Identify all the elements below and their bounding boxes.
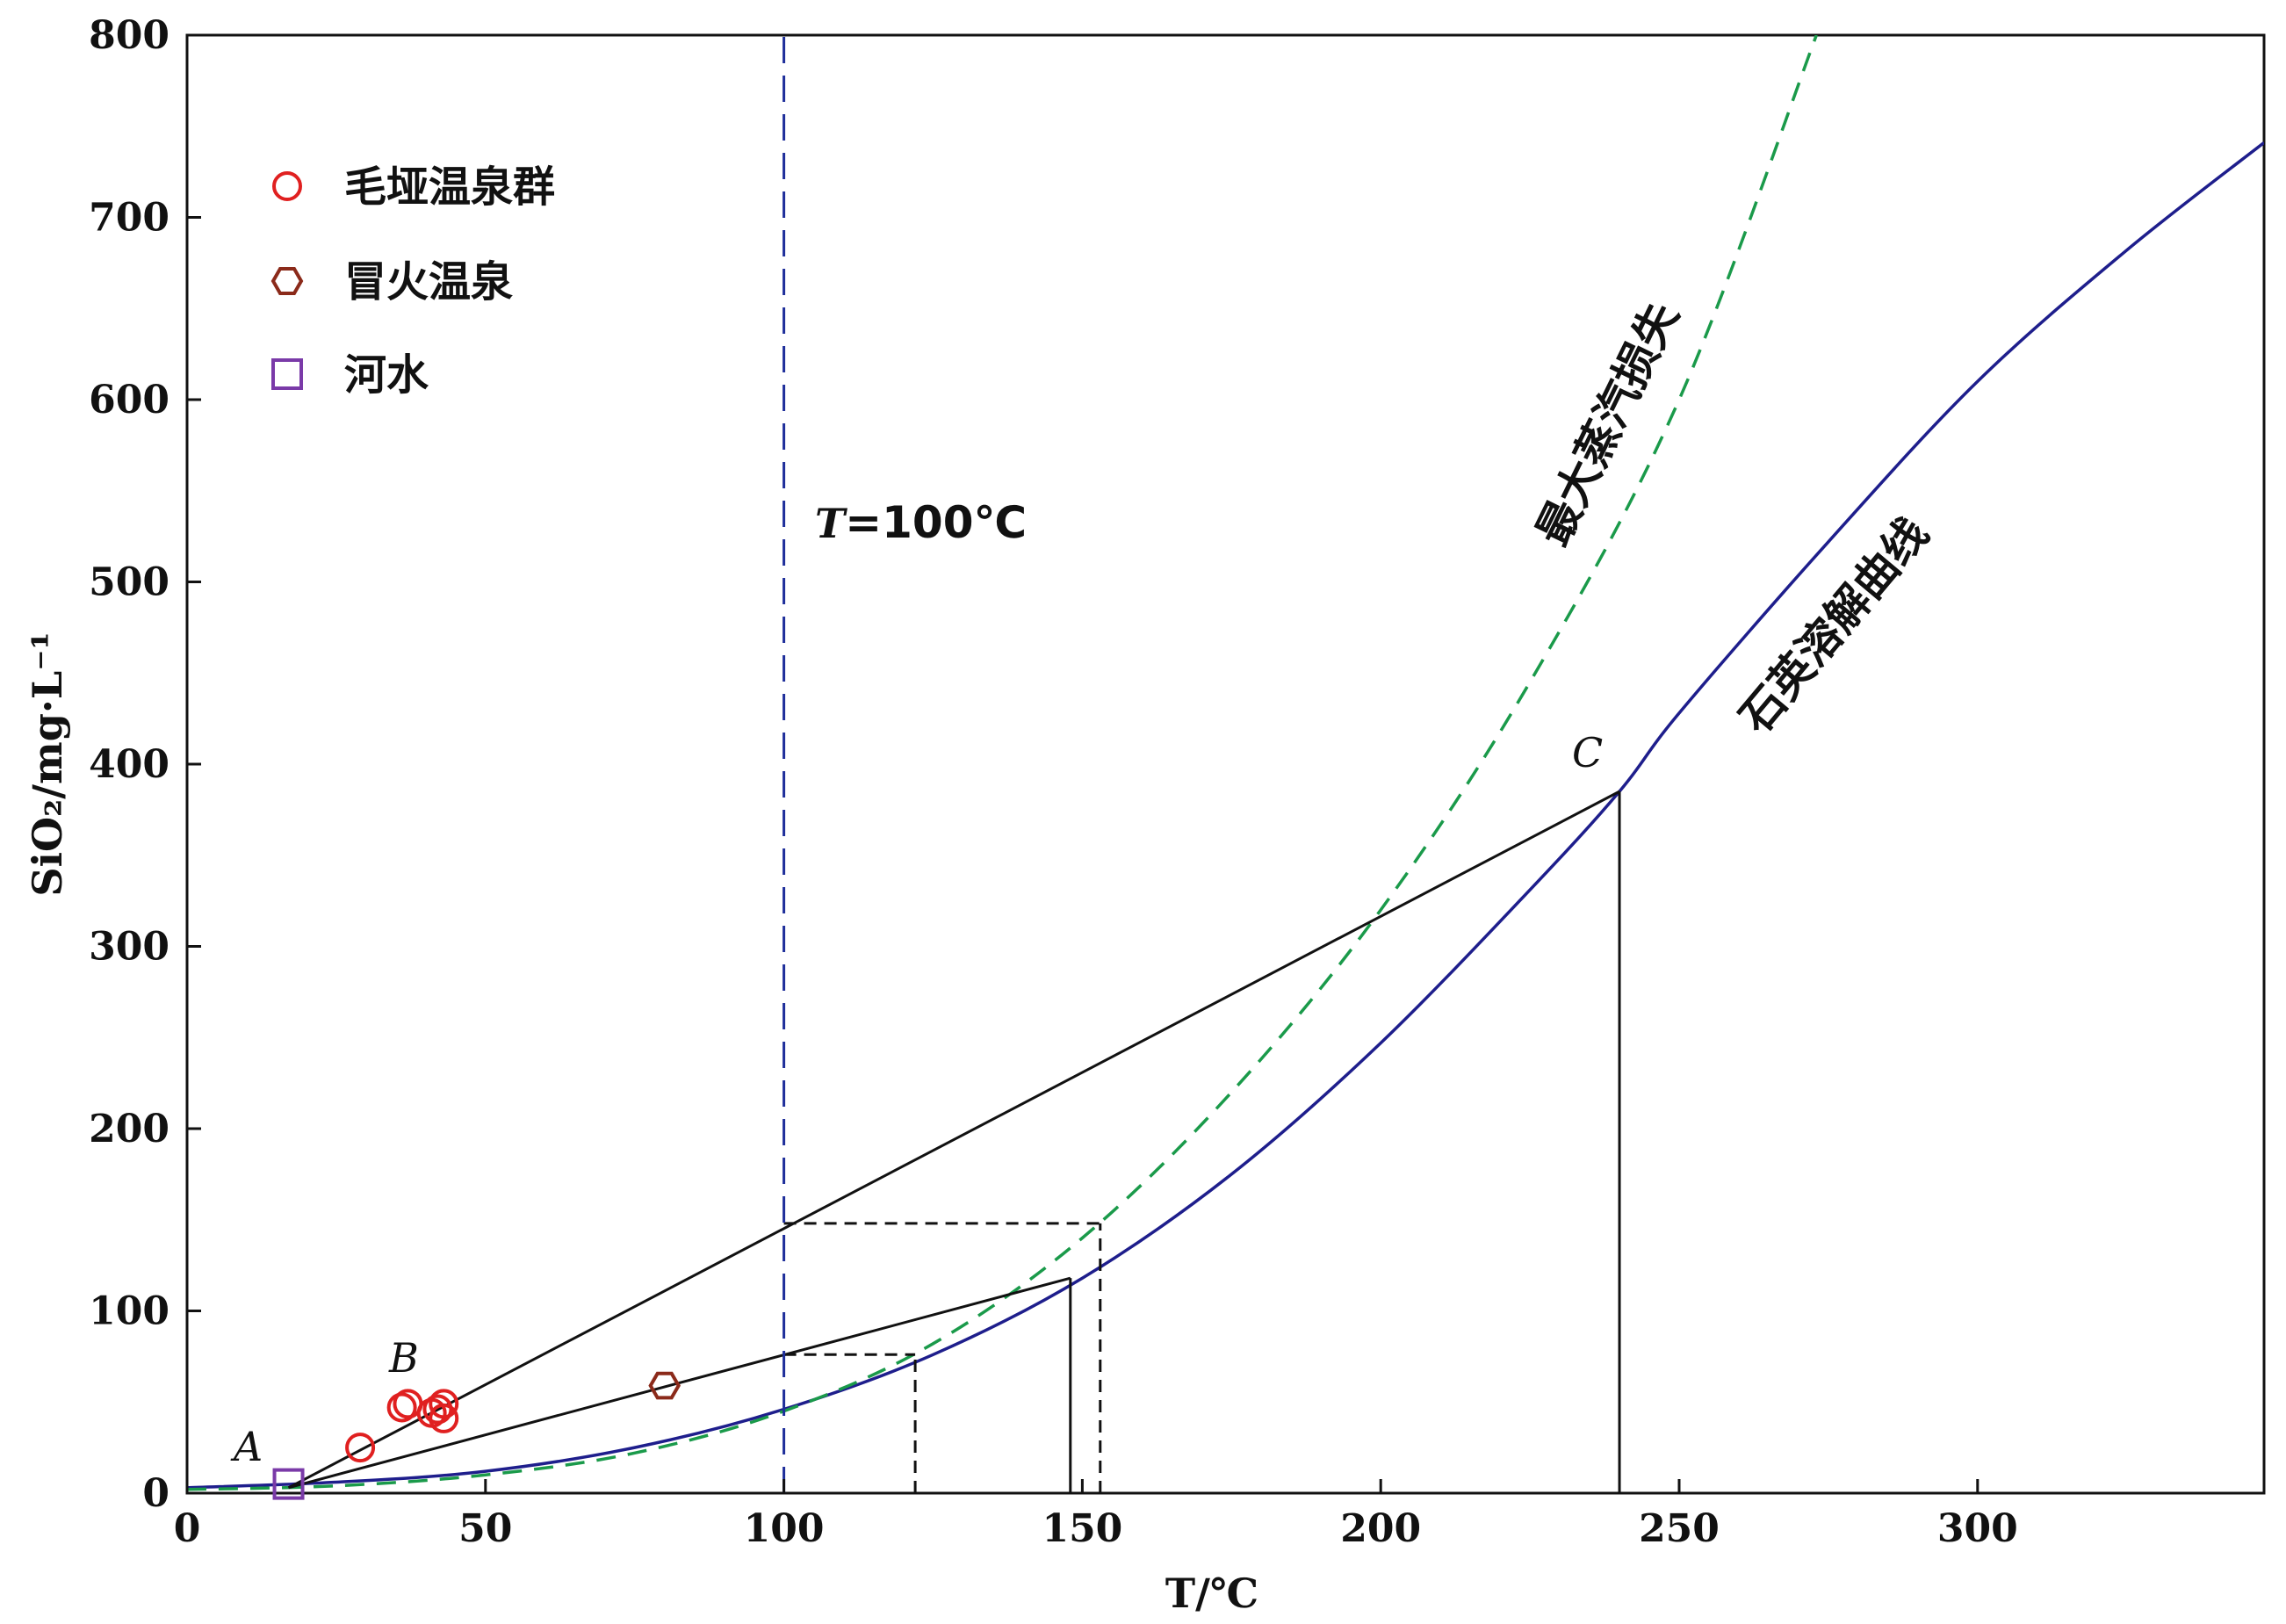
guide-line-0 — [287, 790, 1620, 1490]
square-point-0 — [272, 1468, 305, 1500]
t100-label: T=100℃ — [815, 497, 1027, 548]
y-tick-label-1: 100 — [89, 1289, 169, 1334]
x-tick-label-3: 150 — [1042, 1506, 1122, 1551]
point-c-label: C — [1572, 729, 1603, 776]
y-tick-label-0: 0 — [142, 1471, 169, 1516]
legend-item-circle: 毛垭温泉群 — [272, 162, 555, 212]
legend-item-hexagon: 冒火温泉 — [270, 257, 513, 307]
y-axis-title: SiO₂/mg·L⁻¹ — [24, 632, 71, 896]
y-tick-label-8: 800 — [89, 13, 169, 58]
y-tick-label-4: 400 — [89, 742, 169, 787]
circle-point-1 — [386, 1392, 417, 1423]
y-tick-label-2: 200 — [89, 1107, 169, 1151]
quartz-curve-label: 石英溶解曲线 — [1730, 509, 1938, 743]
legend-label-hexagon: 冒火温泉 — [344, 257, 513, 307]
x-tick-label-4: 200 — [1340, 1506, 1421, 1551]
y-tick-label-5: 500 — [89, 560, 169, 605]
data-points-layer — [272, 1371, 681, 1500]
circle-point-0 — [345, 1433, 376, 1463]
legend-square-marker — [271, 358, 303, 390]
circle-point-6 — [429, 1389, 459, 1419]
plot-area-frame — [185, 33, 2266, 1495]
legend: 毛垭温泉群 冒火温泉 河水 — [270, 162, 555, 400]
legend-label-circle: 毛垭温泉群 — [344, 162, 555, 212]
curves-layer — [187, 35, 2264, 1491]
y-tick-label-6: 600 — [89, 378, 169, 422]
legend-label-square: 河水 — [344, 350, 429, 400]
steam-loss-label: 最大蒸汽损失 — [1527, 293, 1689, 553]
x-tick-label-0: 0 — [174, 1506, 201, 1551]
guide-lines-layer — [287, 35, 1621, 1493]
x-tick-label-5: 250 — [1639, 1506, 1720, 1551]
legend-circle-marker — [272, 171, 302, 201]
x-tick-label-6: 300 — [1937, 1506, 2018, 1551]
x-tick-label-1: 50 — [458, 1506, 512, 1551]
hexagon-point-0 — [648, 1371, 681, 1400]
axis-ticks-layer: 0 50 100 150 200 250 300 0 100 200 300 400 500 600 700… — [89, 13, 2018, 1551]
t100-label-italic: T — [815, 500, 848, 547]
t100-label-rest: =100℃ — [845, 497, 1027, 548]
point-b-label: B — [388, 1334, 419, 1382]
legend-hexagon-marker — [270, 267, 304, 295]
quartz-solubility-curve — [187, 141, 2264, 1490]
guide-line-1 — [288, 1276, 1071, 1490]
max-steam-loss-curve — [187, 35, 1818, 1491]
legend-item-square: 河水 — [271, 350, 429, 400]
circle-point-5 — [429, 1403, 459, 1433]
y-tick-label-7: 700 — [89, 196, 169, 241]
x-axis-title: T/℃ — [1165, 1570, 1258, 1617]
point-a-label: A — [230, 1423, 263, 1470]
y-tick-label-3: 300 — [89, 925, 169, 970]
x-tick-label-2: 100 — [744, 1506, 825, 1551]
